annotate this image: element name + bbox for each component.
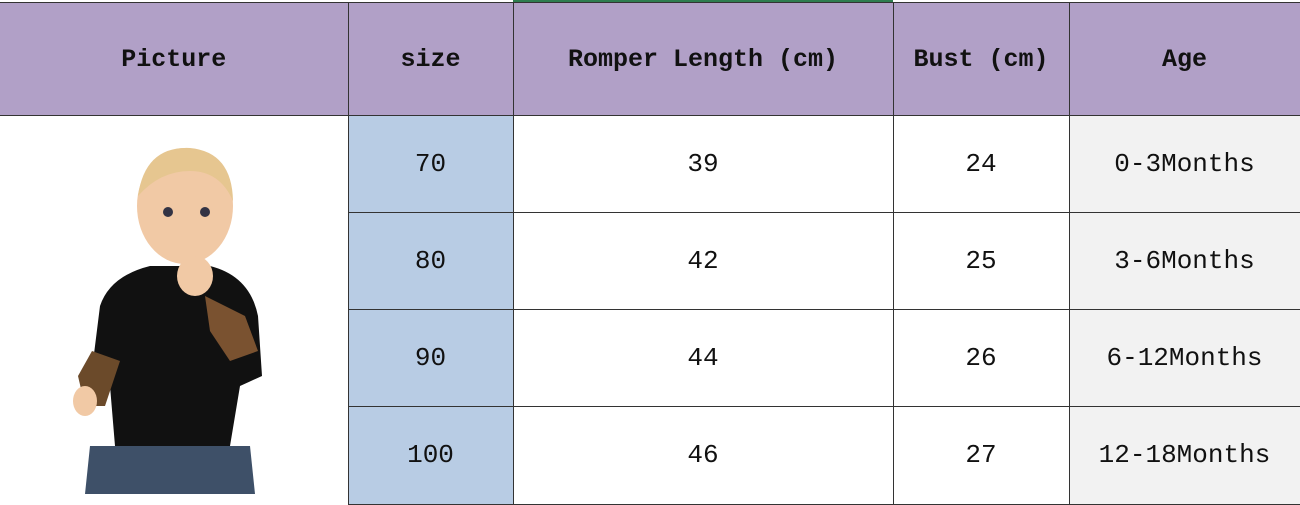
bust-cell: 24: [892, 114, 1070, 214]
header-size: size: [347, 2, 514, 116]
size-cell: 90: [347, 309, 514, 408]
length-cell: 39: [512, 114, 894, 214]
header-picture: Picture: [0, 2, 349, 116]
bust-cell: 25: [892, 212, 1070, 311]
size-cell: 70: [347, 114, 514, 214]
size-cell: 80: [347, 212, 514, 311]
header-bust: Bust (cm): [892, 2, 1070, 116]
table-row: 80 42 25 3-6Months: [0, 212, 1300, 311]
age-cell: 12-18Months: [1068, 406, 1300, 505]
age-cell: 6-12Months: [1068, 309, 1300, 408]
table-row: 90 44 26 6-12Months: [0, 309, 1300, 408]
age-cell: 0-3Months: [1068, 114, 1300, 214]
header-row: Picture size Romper Length (cm) Bust (cm…: [0, 2, 1300, 116]
header-romper-length: Romper Length (cm): [512, 2, 894, 116]
table-row: 100 46 27 12-18Months: [0, 406, 1300, 505]
table-row: 70 39 24 0-3Months: [0, 114, 1300, 504]
bust-cell: 26: [892, 309, 1070, 408]
size-cell: 100: [347, 406, 514, 505]
baby-photo: [0, 115, 349, 504]
length-cell: 42: [512, 212, 894, 311]
selection-indicator: [513, 0, 893, 3]
length-cell: 46: [512, 406, 894, 505]
bust-cell: 27: [892, 406, 1070, 505]
header-age: Age: [1068, 2, 1300, 116]
baby-image: [73, 147, 262, 494]
age-cell: 3-6Months: [1068, 212, 1300, 311]
length-cell: 44: [512, 309, 894, 408]
